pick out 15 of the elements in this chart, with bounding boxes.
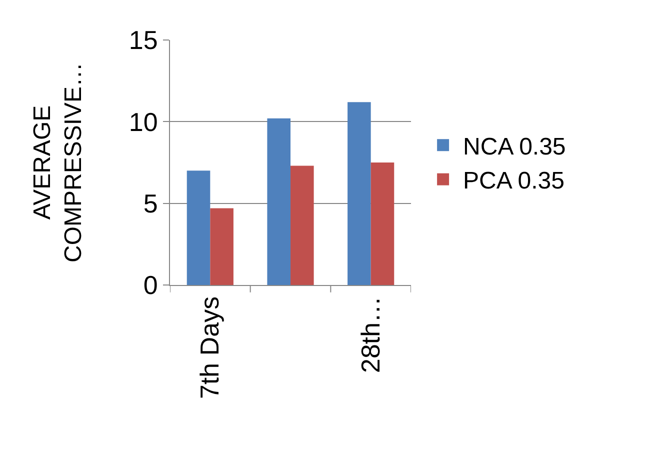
- legend-label: PCA 0.35: [463, 168, 564, 195]
- bar: [186, 170, 210, 285]
- y-axis-title: AVERAGE COMPRESSIVE…: [28, 62, 87, 263]
- x-tick-label: 28th…: [355, 296, 386, 374]
- y-tick-label: 10: [128, 106, 158, 137]
- y-tick-label: 5: [143, 188, 158, 218]
- bar: [267, 118, 290, 285]
- bar: [370, 162, 394, 285]
- x-tick-label: 7th Days: [194, 296, 225, 400]
- bar: [348, 102, 371, 285]
- bar: [210, 208, 234, 285]
- legend-label: NCA 0.35: [463, 133, 566, 160]
- y-tick-label: 0: [143, 270, 158, 300]
- y-tick-label: 15: [128, 25, 158, 56]
- bar: [290, 166, 314, 285]
